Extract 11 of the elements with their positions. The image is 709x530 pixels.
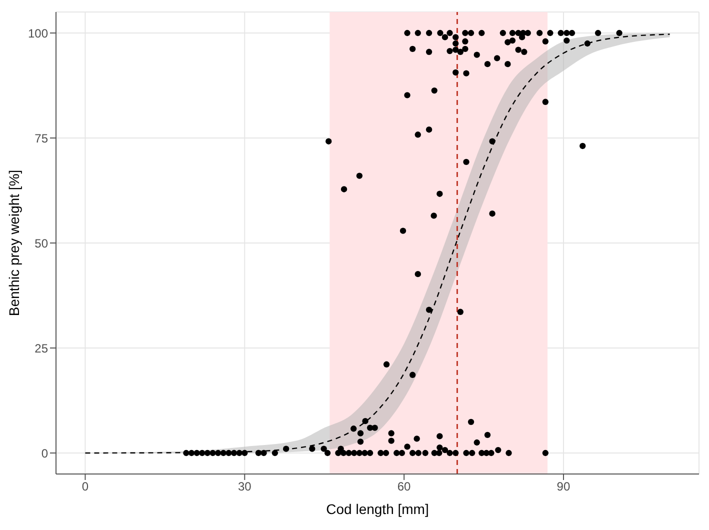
x-tick-label: 0 (82, 480, 89, 494)
x-tick-label: 90 (556, 480, 570, 494)
y-tick-label: 0 (41, 446, 48, 460)
y-tick-label: 25 (34, 341, 48, 356)
y-axis-title: Benthic prey weight [%] (6, 170, 22, 316)
x-tick-label: 30 (238, 480, 252, 494)
x-tick-label: 60 (397, 480, 412, 494)
y-tick-label: 75 (34, 131, 48, 146)
y-tick-label: 100 (28, 26, 48, 40)
x-axis-title: Cod length [mm] (326, 501, 429, 517)
y-tick-label: 50 (34, 236, 48, 250)
